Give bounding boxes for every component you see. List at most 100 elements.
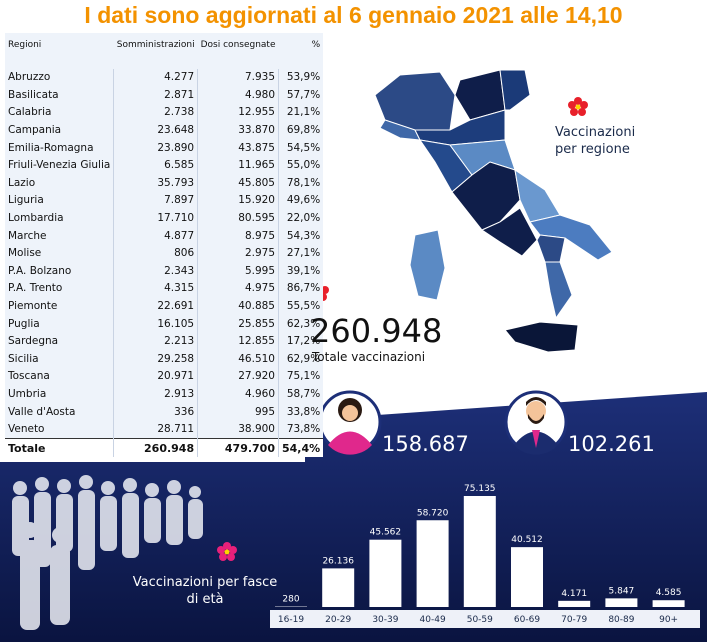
table-cell: 4.277 xyxy=(113,69,199,87)
category-strip xyxy=(270,610,700,628)
table-row: Veneto 28.711 38.900 73,8% xyxy=(5,420,323,439)
table-cell: Sicilia xyxy=(5,350,115,369)
bar xyxy=(605,598,638,607)
table-cell: Campania xyxy=(5,121,115,140)
women-count: 158.687 xyxy=(382,432,469,456)
value-label: 45.562 xyxy=(370,528,402,538)
table-cell: 20.971 xyxy=(113,368,199,386)
table-cell: 2.975 xyxy=(197,244,279,263)
table-row: P.A. Bolzano 2.343 5.995 39,1% xyxy=(5,262,323,281)
table-cell: Toscana xyxy=(5,368,115,386)
value-label: 4.585 xyxy=(656,588,682,598)
man-icon xyxy=(504,390,568,455)
table-cell: Marche xyxy=(5,227,115,245)
table-row: Toscana 20.971 27.920 75,1% xyxy=(5,368,323,386)
column-header: % xyxy=(311,40,321,50)
table-cell: 8.975 xyxy=(197,227,279,245)
table-cell: 29.258 xyxy=(113,350,199,369)
table-cell: 4.315 xyxy=(113,280,199,298)
table-row: Calabria 2.738 12.955 21,1% xyxy=(5,104,323,122)
table-cell: 73,8% xyxy=(286,423,321,436)
chart-title: Vaccinazioni per fasce di età xyxy=(132,575,278,607)
table-row: Puglia 16.105 25.855 62,3% xyxy=(5,315,323,333)
table-row: Valle d'Aosta 336 995 33,8% xyxy=(5,403,323,421)
table-cell: 45.805 xyxy=(197,174,279,193)
table-cell: Basilicata xyxy=(5,86,115,105)
bar xyxy=(558,600,591,607)
column-header: Somministrazioni xyxy=(116,40,195,50)
category-label: 40-49 xyxy=(420,615,446,625)
table-cell: 38.900 xyxy=(197,420,279,439)
table-cell: 17,2% xyxy=(286,335,321,348)
total-cell: 54,4% xyxy=(278,438,324,458)
table-cell: 7.935 xyxy=(197,69,279,87)
value-label: 75.135 xyxy=(464,484,496,494)
table-cell: 27,1% xyxy=(286,247,321,260)
table-cell: Calabria xyxy=(5,104,115,122)
table-row: Campania 23.648 33.870 69,8% xyxy=(5,121,323,140)
total-cell: 260.948 xyxy=(113,438,199,458)
table-row: Lazio 35.793 45.805 78,1% xyxy=(5,174,323,193)
table-row: Sicilia 29.258 46.510 62,9% xyxy=(5,350,323,369)
value-label: 280 xyxy=(282,595,299,605)
crowd xyxy=(12,475,203,630)
table-cell: 53,9% xyxy=(286,71,321,84)
table-cell: 2.213 xyxy=(113,332,199,351)
table-cell: 15.920 xyxy=(197,192,279,210)
region-table: Regioni Somministrazioni Dosi consegnate% … xyxy=(5,33,324,458)
italy-map xyxy=(374,69,613,353)
table-cell: 2.343 xyxy=(113,262,199,281)
table-cell: 2.738 xyxy=(113,104,199,122)
table-cell: 12.955 xyxy=(197,104,279,122)
table-cell: 6.585 xyxy=(113,156,199,175)
total-label: Totale vaccinazioni xyxy=(312,350,426,364)
table-cell: 4.975 xyxy=(197,280,279,298)
table-row: Piemonte 22.691 40.885 55,5% xyxy=(5,297,323,316)
value-label: 40.512 xyxy=(511,535,543,545)
table-cell: 33.870 xyxy=(197,121,279,140)
column-header: Regioni xyxy=(8,40,42,50)
total-row: Totale 260.948 479.700 54,4% xyxy=(5,438,324,458)
table-cell: Friuli-Venezia Giulia xyxy=(5,156,115,175)
table-row: Marche 4.877 8.975 54,3% xyxy=(5,227,323,245)
table-cell: Lazio xyxy=(5,174,115,193)
value-label: 26.136 xyxy=(322,556,354,566)
table-cell: 11.965 xyxy=(197,156,279,175)
table-cell: 75,1% xyxy=(286,370,321,383)
total-cell: Totale xyxy=(5,438,115,458)
table-cell: P.A. Trento xyxy=(5,280,115,298)
table-cell: Umbria xyxy=(5,385,115,404)
total-value: 260.948 xyxy=(310,312,443,350)
table-cell: 21,1% xyxy=(286,106,321,119)
table-cell: 2.913 xyxy=(113,385,199,404)
bar xyxy=(416,520,449,607)
table-row: Lombardia 17.710 80.595 22,0% xyxy=(5,209,323,228)
table-cell: 43.875 xyxy=(197,139,279,157)
table-cell: 23.890 xyxy=(113,139,199,157)
table-row: Emilia-Romagna 23.890 43.875 54,5% xyxy=(5,139,323,157)
table-cell: 23.648 xyxy=(113,121,199,140)
table-cell: 4.877 xyxy=(113,227,199,245)
table-cell: P.A. Bolzano xyxy=(5,262,115,281)
table-cell: Molise xyxy=(5,244,115,263)
table-cell: 33,8% xyxy=(286,405,321,418)
table-cell: 25.855 xyxy=(197,315,279,333)
category-label: 80-89 xyxy=(608,615,634,625)
table-cell: 55,0% xyxy=(286,159,321,172)
category-label: 16-19 xyxy=(278,615,304,625)
table-row: Liguria 7.897 15.920 49,6% xyxy=(5,192,323,210)
table-cell: 336 xyxy=(113,403,199,421)
bar xyxy=(463,496,496,607)
table-row: Sardegna 2.213 12.855 17,2% xyxy=(5,332,323,351)
table-cell: 62,9% xyxy=(286,352,321,365)
bar xyxy=(511,547,543,607)
table-row: Umbria 2.913 4.960 58,7% xyxy=(5,385,323,404)
table-cell: 806 xyxy=(113,244,199,263)
value-label: 5.847 xyxy=(609,586,635,596)
table-cell: 46.510 xyxy=(197,350,279,369)
woman-icon xyxy=(318,390,382,455)
value-label: 58.720 xyxy=(417,508,449,518)
table-cell: 22,0% xyxy=(286,212,321,225)
table-cell: 80.595 xyxy=(197,209,279,228)
